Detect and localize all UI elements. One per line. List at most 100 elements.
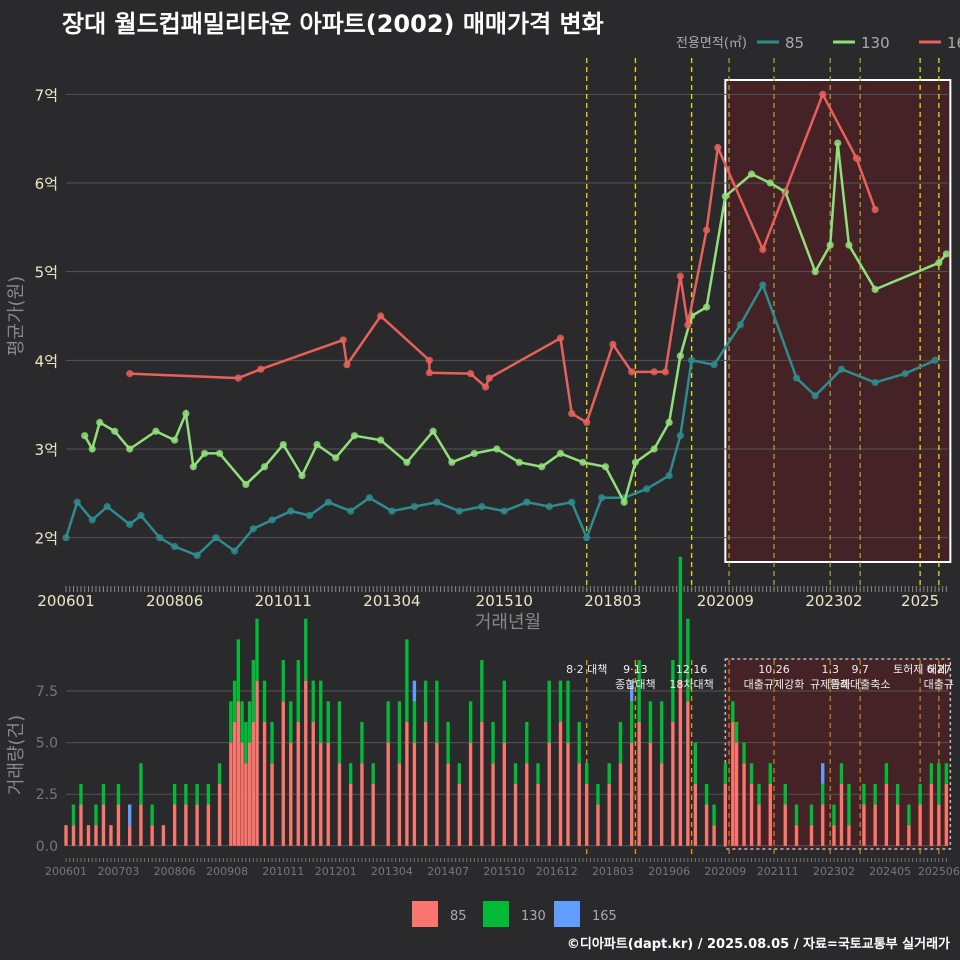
bar-85: [386, 742, 390, 846]
bar-85: [255, 680, 259, 846]
data-point-85: [73, 498, 81, 506]
bar-130: [270, 721, 274, 764]
bar-85: [712, 825, 716, 846]
y-tick-label: 0.0: [36, 839, 58, 855]
bar-85: [405, 721, 409, 846]
bar-130: [659, 701, 664, 764]
bar-130: [255, 618, 259, 681]
bar-85: [337, 763, 342, 846]
data-point-165: [684, 321, 692, 329]
bar-130: [251, 660, 255, 722]
data-point-85: [171, 542, 179, 551]
bar-85: [397, 763, 402, 846]
bar-85: [839, 783, 844, 846]
x-tick-label: 201612: [536, 865, 578, 878]
data-point-130: [152, 427, 160, 435]
data-point-85: [388, 507, 396, 515]
x-tick-label: 202302: [805, 592, 862, 610]
bar-85: [251, 721, 255, 846]
bar-130: [79, 783, 83, 805]
data-point-130: [515, 458, 523, 466]
bar-130: [371, 763, 375, 784]
bar-85: [491, 763, 495, 846]
bar-130: [648, 701, 653, 743]
bar-130: [206, 783, 211, 805]
data-point-130: [96, 418, 104, 426]
bar-85: [648, 742, 653, 846]
bar-130: [468, 701, 473, 743]
bar-130: [884, 763, 889, 784]
bar-130: [832, 804, 836, 826]
bar-85: [536, 783, 540, 846]
data-point-130: [493, 445, 501, 453]
bar-85: [206, 804, 211, 846]
x-tick-label: 201011: [255, 592, 312, 610]
bar-85: [244, 763, 248, 846]
data-point-130: [826, 241, 834, 249]
data-point-165: [466, 370, 475, 378]
bar-130: [734, 721, 739, 743]
bar-130: [678, 556, 683, 681]
bar-130: [502, 680, 506, 743]
x-tick-label: 200806: [154, 865, 196, 878]
bar-130: [929, 763, 934, 784]
policy-annotation: 10.26: [758, 663, 790, 676]
bar-130: [821, 783, 825, 805]
data-point-130: [538, 463, 546, 471]
data-point-165: [583, 418, 591, 426]
bar-85: [71, 825, 76, 846]
bar-130: [637, 660, 641, 722]
bar-85: [671, 721, 675, 846]
bar-130: [577, 721, 581, 764]
bar-85: [412, 742, 417, 846]
bar-130: [618, 721, 623, 764]
data-point-165: [343, 361, 351, 369]
bar-85: [311, 721, 315, 846]
x-tick-label: 202009: [697, 592, 754, 610]
bar-85: [723, 783, 728, 846]
bar-130: [693, 742, 698, 784]
bar-85: [236, 701, 241, 846]
bar-130: [742, 742, 746, 764]
data-point-85: [759, 281, 767, 289]
data-point-165: [339, 336, 347, 344]
bar-85: [270, 763, 274, 846]
x-tick-label: 200908: [206, 865, 248, 878]
policy-annotation: 12·16: [676, 663, 708, 676]
bar-130: [71, 804, 76, 826]
data-point-130: [111, 427, 119, 435]
bar-130: [847, 783, 851, 826]
data-point-85: [347, 507, 355, 515]
bar-85: [895, 804, 900, 846]
bar-85: [944, 783, 949, 846]
legend-swatch-165: [554, 901, 580, 927]
bar-85: [127, 825, 132, 846]
data-point-130: [620, 498, 628, 506]
bar-130: [360, 721, 364, 764]
data-point-165: [702, 226, 711, 234]
bar-85: [457, 783, 462, 846]
bar-85: [161, 825, 166, 846]
bar-85: [289, 742, 293, 846]
data-point-85: [736, 321, 744, 329]
bar-130: [749, 763, 754, 784]
legend-swatch-130: [483, 901, 509, 927]
bar-130: [405, 639, 409, 722]
legend-title: 전용면적(㎡): [676, 36, 747, 51]
highlight-box: [724, 79, 952, 563]
x-tick-label: 201304: [363, 592, 420, 610]
bar-130: [139, 763, 143, 805]
data-point-165: [609, 340, 617, 348]
bar-85: [629, 742, 634, 846]
bar-85: [809, 825, 814, 846]
bar-130: [558, 680, 563, 722]
bar-130: [304, 618, 308, 681]
bar-85: [585, 783, 589, 846]
data-point-130: [834, 139, 842, 147]
data-point-85: [688, 356, 696, 364]
bar-85: [172, 804, 177, 846]
data-point-85: [287, 507, 295, 515]
data-point-165: [257, 365, 265, 373]
x-tick-label: 200601: [45, 865, 87, 878]
data-point-130: [871, 285, 879, 293]
